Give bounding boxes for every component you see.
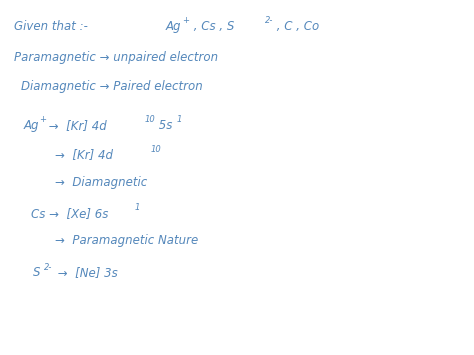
Text: S: S [33, 266, 41, 279]
Text: 5s: 5s [155, 119, 173, 132]
Text: →  Paramagnetic Nature: → Paramagnetic Nature [55, 234, 198, 247]
Text: Paramagnetic → unpaired electron: Paramagnetic → unpaired electron [14, 51, 219, 65]
Text: 2-: 2- [44, 263, 53, 272]
Text: Ag: Ag [166, 20, 182, 33]
Text: , C , Co: , C , Co [273, 20, 319, 33]
Text: 10: 10 [145, 115, 155, 124]
Text: Given that :-: Given that :- [14, 20, 88, 33]
Text: +: + [182, 16, 190, 25]
Text: +: + [39, 115, 46, 124]
Text: →  [Kr] 4d: → [Kr] 4d [55, 148, 112, 162]
Text: Diamagnetic → Paired electron: Diamagnetic → Paired electron [21, 80, 203, 93]
Text: 1: 1 [134, 203, 139, 212]
Text: →  Diamagnetic: → Diamagnetic [55, 176, 147, 189]
Text: →  [Kr] 4d: → [Kr] 4d [45, 119, 107, 132]
Text: , Cs , S: , Cs , S [190, 20, 234, 33]
Text: 1: 1 [176, 115, 182, 124]
Text: →  [Ne] 3s: → [Ne] 3s [54, 266, 117, 279]
Text: 10: 10 [150, 145, 161, 154]
Text: 2-: 2- [264, 16, 273, 25]
Text: Ag: Ag [24, 119, 39, 132]
Text: Cs →  [Xe] 6s: Cs → [Xe] 6s [31, 207, 108, 220]
